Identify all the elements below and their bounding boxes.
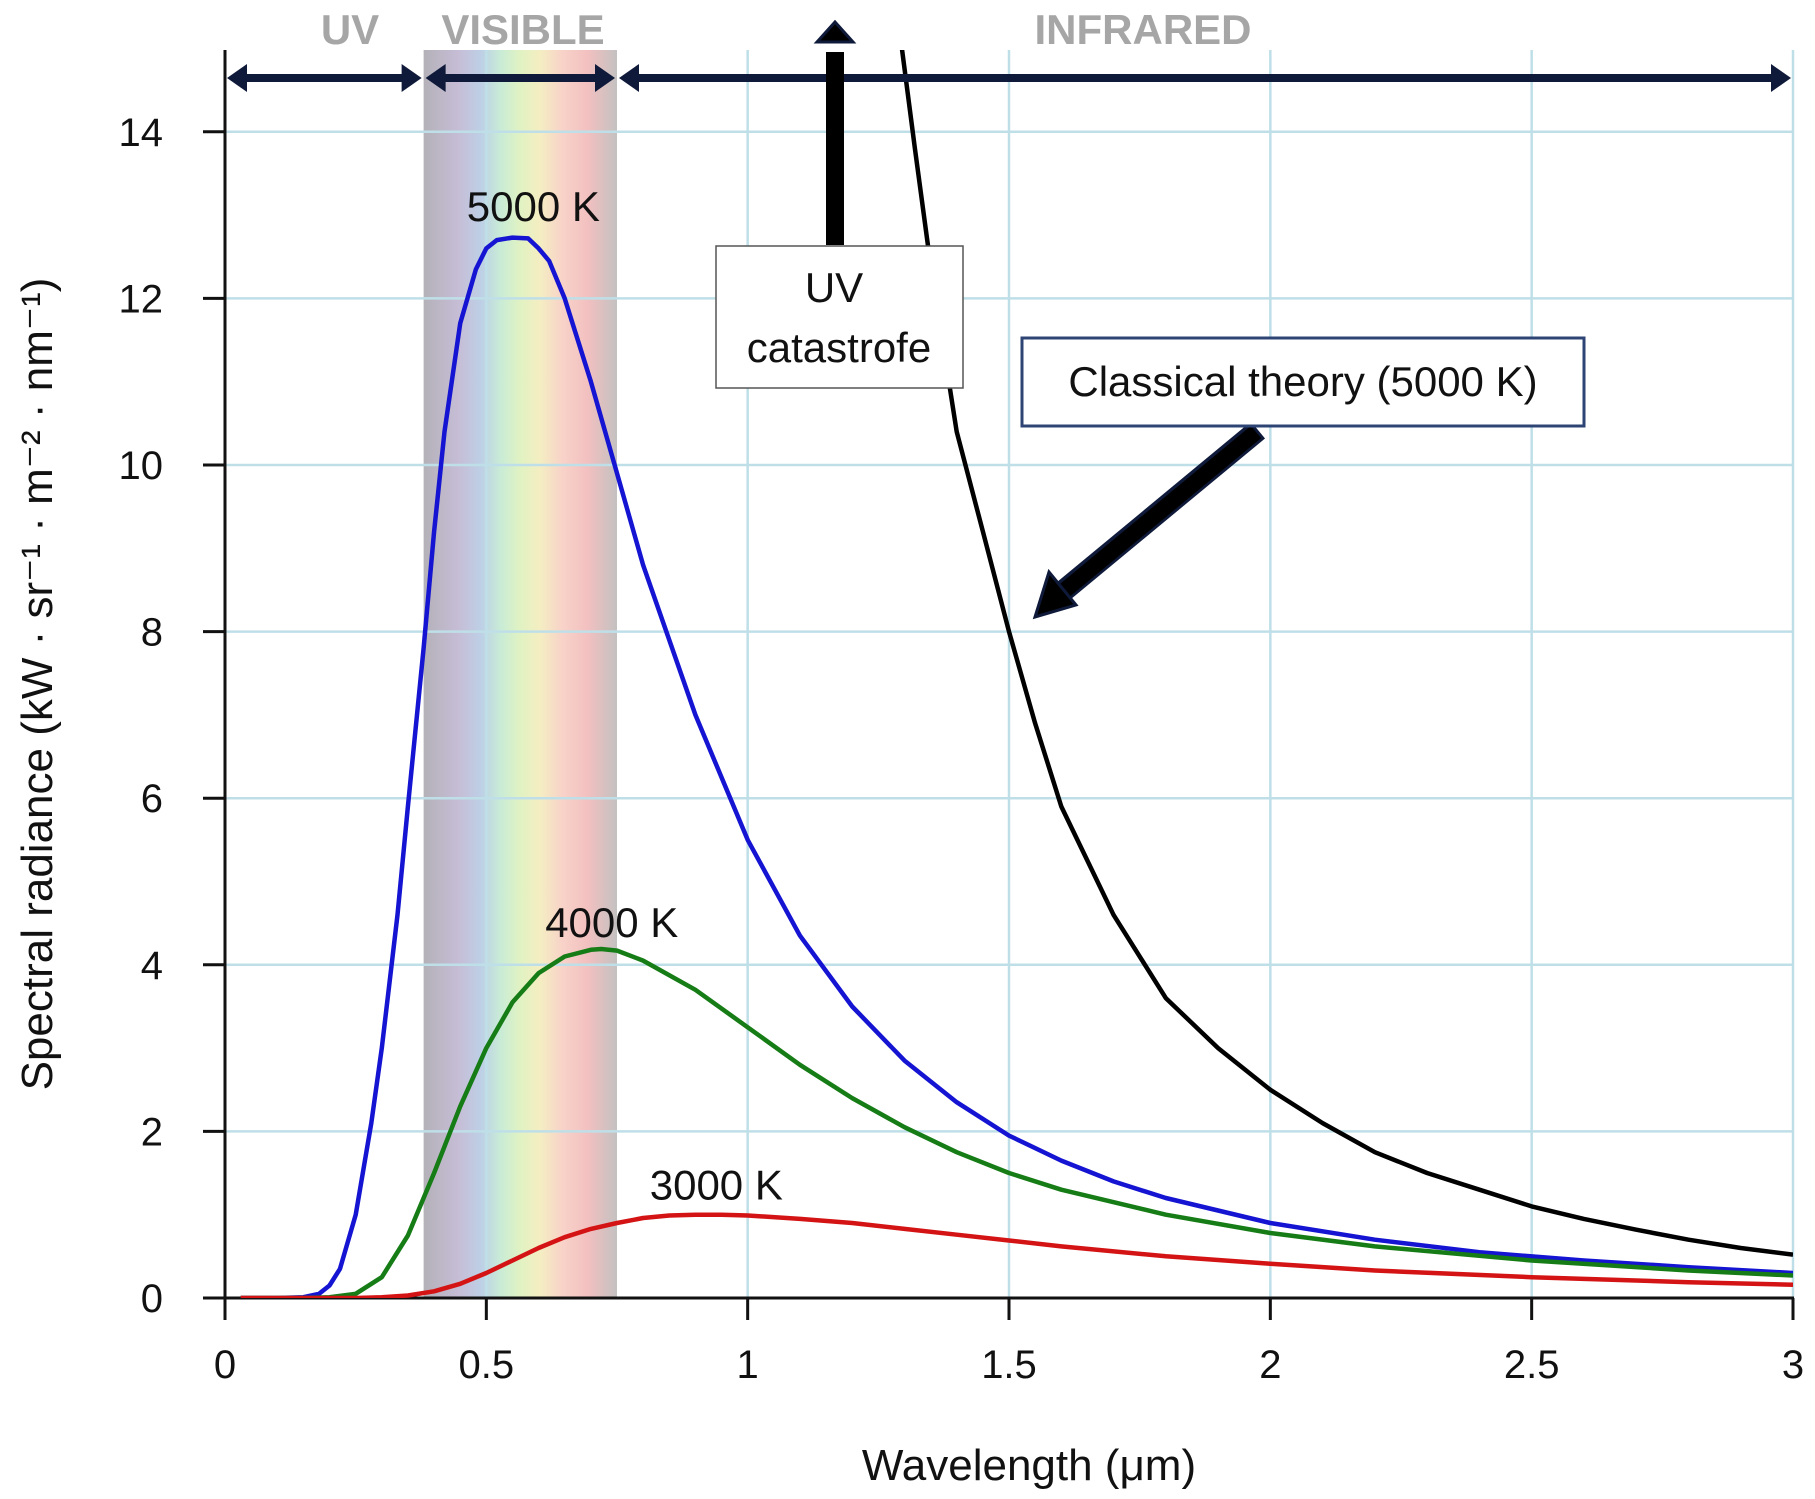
region-label-infrared: INFRARED xyxy=(1035,6,1252,53)
classical-arrow-shaft xyxy=(1052,425,1262,603)
x-tick-label: 1.5 xyxy=(981,1343,1037,1387)
arrow-infrared-head-right xyxy=(1771,64,1791,92)
y-tick-label: 4 xyxy=(141,944,163,988)
visible-band-rect xyxy=(423,50,617,1298)
arrow-visible-head-left xyxy=(425,64,446,92)
classical-theory-label: Classical theory (5000 K) xyxy=(1068,358,1537,405)
arrow-visible-head-right xyxy=(595,64,615,92)
x-tick-label: 0.5 xyxy=(459,1343,515,1387)
region-arrows: UV VISIBLE INFRARED xyxy=(227,6,1791,92)
curve-5000-k xyxy=(240,235,1793,1298)
curves xyxy=(240,50,1793,1298)
arrow-infrared-head-left xyxy=(619,64,639,92)
visible-spectrum-band xyxy=(423,50,617,1298)
y-tick-label: 6 xyxy=(141,777,163,821)
y-tick-label: 0 xyxy=(141,1277,163,1321)
uv-catastrophe-box xyxy=(715,245,964,389)
region-label-uv: UV xyxy=(321,6,379,53)
y-tick-label: 8 xyxy=(141,611,163,655)
x-axis-title: Wavelength (μm) xyxy=(862,1441,1196,1490)
x-tick-label: 2.5 xyxy=(1504,1343,1560,1387)
arrow-uv-head-right xyxy=(401,64,422,92)
classical-theory-box xyxy=(1020,336,1586,428)
y-tick-label: 2 xyxy=(141,1110,163,1154)
classical-arrow-head xyxy=(1032,568,1079,620)
uv-catastrophe-arrow-head xyxy=(813,19,857,44)
x-tick-label: 2 xyxy=(1259,1343,1281,1387)
uv-catastrophe-line1: UV xyxy=(805,264,863,311)
curve-label: 3000 K xyxy=(650,1162,783,1209)
curve-label: 5000 K xyxy=(467,183,600,230)
y-tick-label: 10 xyxy=(119,444,164,488)
region-label-visible: VISIBLE xyxy=(441,6,604,53)
tick-labels: 0 0.5 1 1.5 2 2.5 3 0 2 4 6 8 10 12 14 Wavelength (μm) S… xyxy=(13,111,1804,1490)
annotations: UV catastrofe Classical theory (5000 K) xyxy=(715,19,1586,620)
curve-classical-theory-5000-k xyxy=(899,50,1793,1257)
x-tick-label: 1 xyxy=(737,1343,759,1387)
x-tick-label: 0 xyxy=(214,1343,236,1387)
curve-label: 4000 K xyxy=(545,899,678,946)
y-axis-title: Spectral radiance (kW · sr⁻¹ · m⁻² · nm⁻… xyxy=(13,278,62,1091)
y-tick-label: 12 xyxy=(119,277,164,321)
x-tick-label: 3 xyxy=(1782,1343,1804,1387)
curve-4000-k xyxy=(240,946,1793,1298)
curve-3000-k xyxy=(240,1212,1793,1298)
uv-catastrophe-line2: catastrofe xyxy=(747,324,931,371)
y-tick-label: 14 xyxy=(119,111,164,155)
axes xyxy=(205,50,1794,1318)
curve-labels: 5000 K 4000 K 3000 K xyxy=(467,183,783,1209)
arrow-uv-head-left xyxy=(227,64,247,92)
